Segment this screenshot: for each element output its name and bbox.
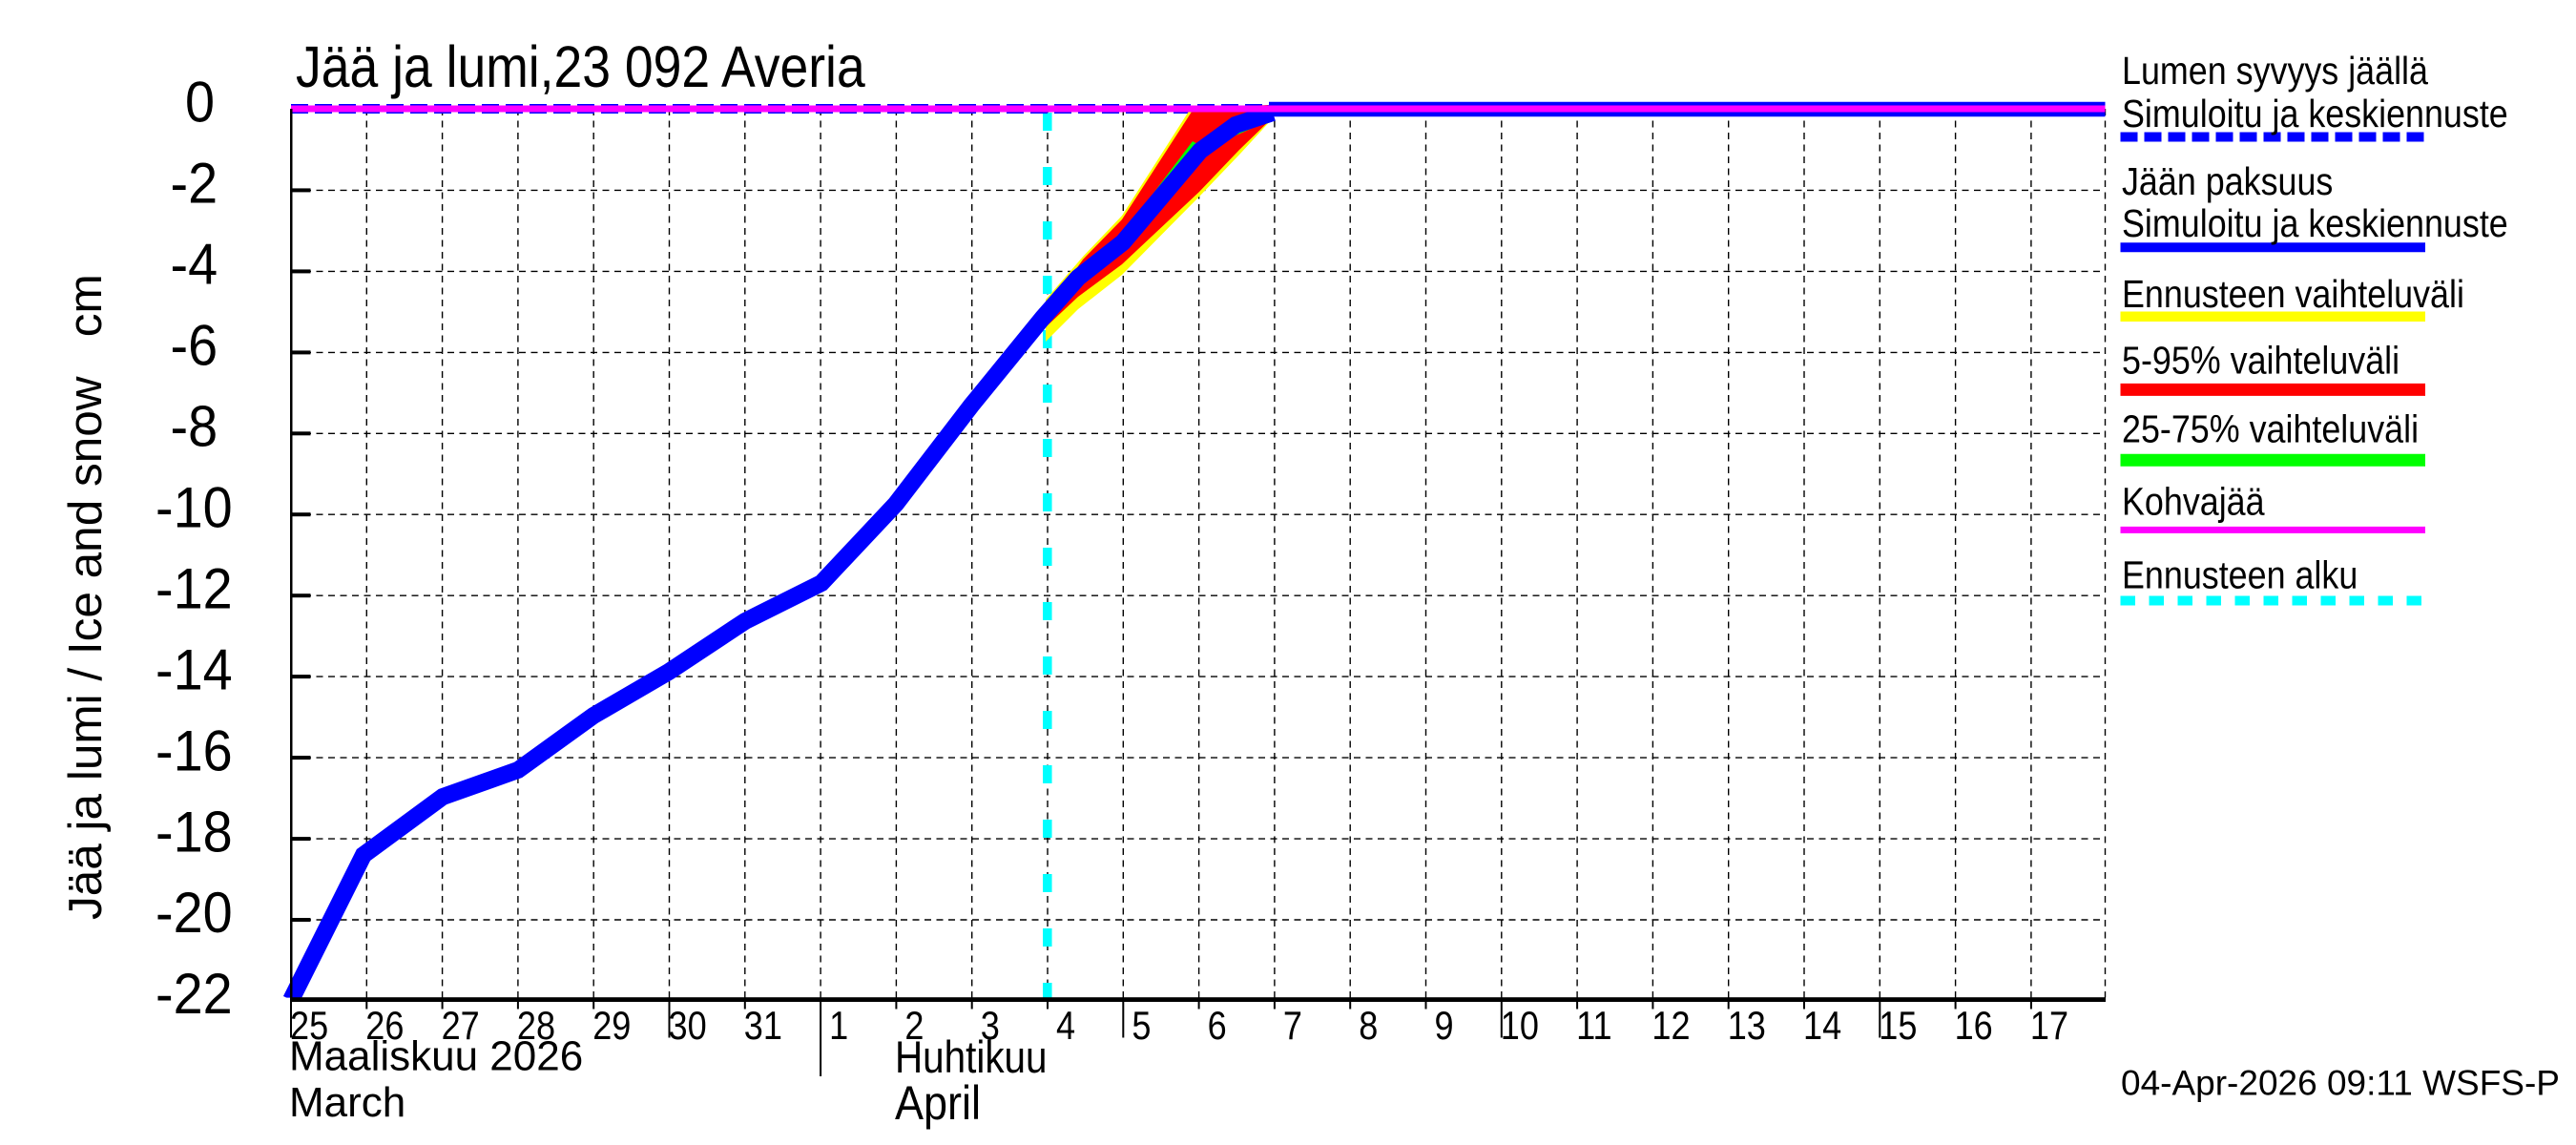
svg-text:0: 0 <box>156 72 215 135</box>
svg-text:26: 26 <box>365 1005 404 1049</box>
svg-text:1: 1 <box>820 1005 848 1049</box>
svg-text:-12: -12 <box>156 558 233 621</box>
svg-text:30: 30 <box>669 1005 707 1049</box>
svg-text:-10: -10 <box>156 477 233 540</box>
svg-text:14: 14 <box>1803 1005 1841 1049</box>
svg-text:-8: -8 <box>156 396 218 459</box>
svg-text:Ennusteen vaihteluväli: Ennusteen vaihteluväli <box>2122 273 2464 317</box>
svg-text:Kohvajää: Kohvajää <box>2122 480 2265 524</box>
svg-text:-18: -18 <box>156 801 233 864</box>
svg-text:3: 3 <box>971 1005 1000 1049</box>
svg-text:2: 2 <box>895 1005 924 1049</box>
svg-text:16: 16 <box>1955 1005 1993 1049</box>
svg-text:Ennusteen alku: Ennusteen alku <box>2122 553 2358 597</box>
svg-text:-2: -2 <box>156 153 218 216</box>
svg-text:April: April <box>895 1077 981 1131</box>
svg-text:15: 15 <box>1879 1005 1917 1049</box>
svg-text:-22: -22 <box>156 963 233 1026</box>
svg-text:28: 28 <box>517 1005 555 1049</box>
svg-text:Simuloitu ja keskiennuste: Simuloitu ja keskiennuste <box>2122 202 2508 246</box>
svg-text:Jää ja lumi,23 092 Averia: Jää ja lumi,23 092 Averia <box>296 35 866 100</box>
svg-text:31: 31 <box>744 1005 782 1049</box>
svg-text:Lumen syvyys jäällä: Lumen syvyys jäällä <box>2122 50 2428 94</box>
svg-text:04-Apr-2026 09:11 WSFS-P: 04-Apr-2026 09:11 WSFS-P <box>2121 1064 2560 1103</box>
svg-text:29: 29 <box>592 1005 631 1049</box>
svg-text:Jää ja lumi / Ice and snow c: Jää ja lumi / Ice and snow cm <box>59 274 112 920</box>
svg-text:4: 4 <box>1047 1005 1075 1049</box>
svg-text:10: 10 <box>1501 1005 1539 1049</box>
svg-text:Huhtikuu: Huhtikuu <box>895 1032 1048 1083</box>
svg-text:11: 11 <box>1576 1005 1611 1049</box>
svg-text:9: 9 <box>1425 1005 1454 1049</box>
svg-text:25-75% vaihteluväli: 25-75% vaihteluväli <box>2122 407 2419 451</box>
svg-text:-6: -6 <box>156 315 218 378</box>
svg-text:7: 7 <box>1274 1005 1302 1049</box>
svg-text:13: 13 <box>1728 1005 1766 1049</box>
svg-text:-4: -4 <box>156 234 218 297</box>
svg-text:Maaliskuu 2026: Maaliskuu 2026 <box>289 1033 583 1080</box>
svg-text:-16: -16 <box>156 719 233 782</box>
svg-text:March: March <box>289 1079 405 1126</box>
svg-text:27: 27 <box>442 1005 480 1049</box>
svg-text:12: 12 <box>1652 1005 1690 1049</box>
svg-text:Simuloitu ja keskiennuste: Simuloitu ja keskiennuste <box>2122 93 2508 136</box>
svg-text:5-95% vaihteluväli: 5-95% vaihteluväli <box>2122 339 2399 383</box>
svg-text:-14: -14 <box>156 639 233 702</box>
svg-text:Jään paksuus: Jään paksuus <box>2122 160 2333 204</box>
svg-text:17: 17 <box>2030 1005 2068 1049</box>
svg-text:8: 8 <box>1349 1005 1378 1049</box>
svg-text:6: 6 <box>1198 1005 1227 1049</box>
svg-text:25: 25 <box>290 1005 328 1049</box>
svg-text:-20: -20 <box>156 882 233 945</box>
svg-text:5: 5 <box>1122 1005 1151 1049</box>
